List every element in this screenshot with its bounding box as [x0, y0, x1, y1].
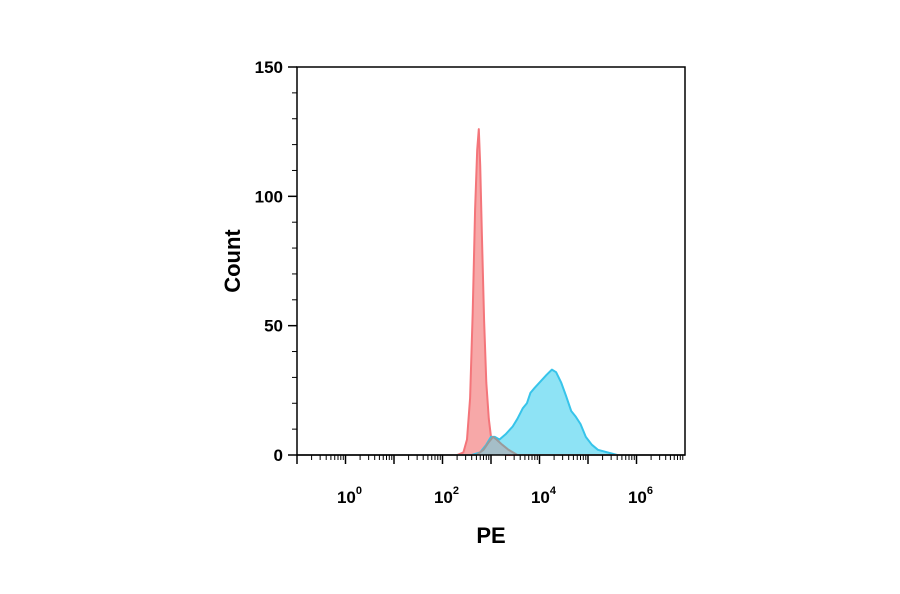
y-tick-label: 50 — [264, 317, 283, 336]
x-tick-exponent: 6 — [647, 485, 653, 497]
histogram-0-line — [297, 128, 685, 456]
series-layer — [297, 128, 685, 456]
x-tick-label: 106 — [628, 485, 653, 507]
y-axis-label: Count — [220, 229, 245, 293]
x-axis: 100 102 104 106 — [296, 455, 684, 507]
x-tick-exponent: 0 — [356, 485, 362, 497]
y-tick-label: 0 — [274, 446, 283, 465]
x-tick-label: 102 — [434, 485, 459, 507]
x-axis-label: PE — [476, 523, 505, 548]
histogram-2-fill — [297, 436, 685, 455]
x-tick-base: 10 — [434, 488, 453, 507]
x-tick-exponent: 4 — [550, 485, 557, 497]
x-tick-base: 10 — [531, 488, 550, 507]
x-tick-exponent: 2 — [453, 485, 459, 497]
plot-frame — [296, 66, 686, 456]
x-tick-label: 104 — [531, 485, 557, 507]
y-axis: 0 50 100 150 — [255, 58, 297, 465]
x-tick-base: 10 — [337, 488, 356, 507]
x-tick-base: 10 — [628, 488, 647, 507]
y-tick-label: 150 — [255, 58, 283, 77]
histogram-2-line — [297, 435, 685, 456]
y-tick-label: 100 — [255, 187, 283, 206]
x-tick-label: 100 — [337, 485, 362, 507]
histogram-0-fill — [297, 129, 685, 455]
